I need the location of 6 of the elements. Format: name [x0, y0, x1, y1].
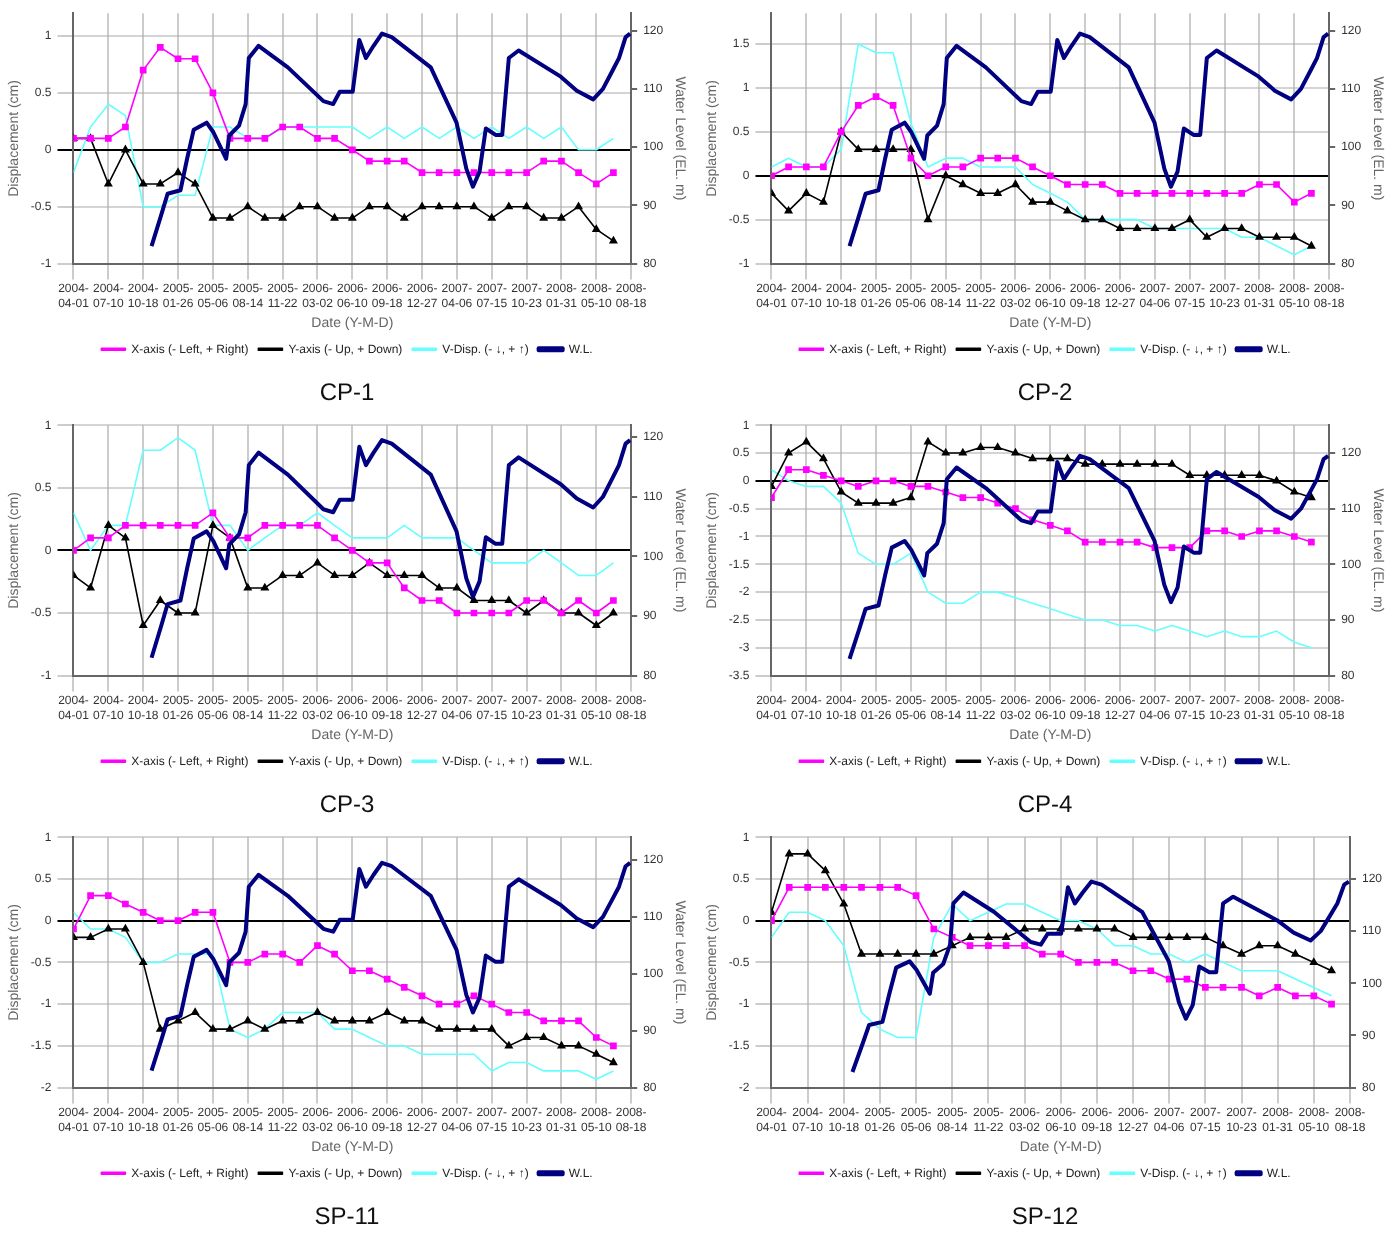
text: SP-11 — [314, 1202, 381, 1231]
text: CP-2 — [1017, 378, 1073, 407]
text: SP-12 — [1011, 1202, 1079, 1231]
text: CP-4 — [1017, 790, 1073, 819]
text: CP-3 — [319, 790, 375, 819]
text: CP-1 — [319, 378, 375, 407]
